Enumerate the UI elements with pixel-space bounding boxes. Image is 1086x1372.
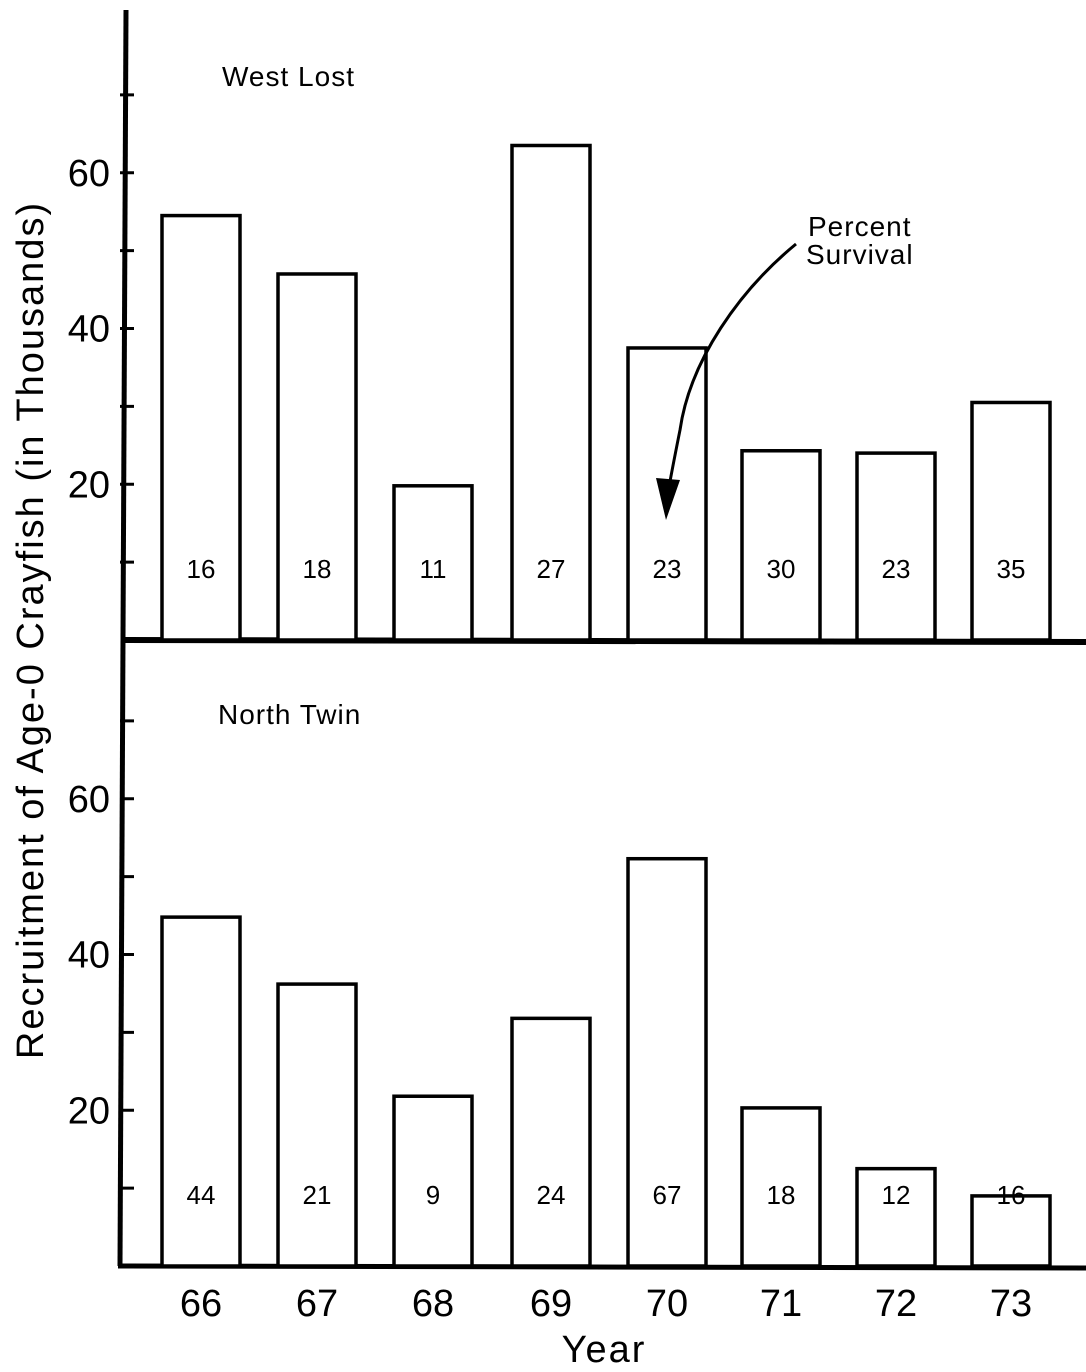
bars: [160, 143, 1052, 1268]
bar-66-panel-2: [160, 915, 242, 1268]
x-tick-label-67: 67: [296, 1283, 338, 1325]
bar-73-panel-2: [970, 1194, 1052, 1268]
bar-68-panel-2: [392, 1094, 474, 1268]
bar-label-71-panel-2: 18: [767, 1180, 796, 1210]
x-tick-label-69: 69: [530, 1283, 572, 1325]
bar-68-panel-1: [392, 484, 474, 642]
annotation-percent: Percent: [808, 211, 912, 242]
x-tick-label-72: 72: [875, 1283, 917, 1325]
x-tick-label-66: 66: [180, 1283, 222, 1325]
bar-69-panel-2: [510, 1016, 592, 1268]
bar-69-panel-1: [510, 143, 592, 642]
panel-title-north-twin: North Twin: [218, 699, 361, 730]
bar-label-70-panel-2: 67: [653, 1180, 682, 1210]
y-tick-label: 40: [68, 309, 110, 351]
bar-label-73-panel-1: 35: [997, 554, 1026, 584]
bar-label-68-panel-2: 9: [426, 1180, 440, 1210]
panel-title-west-lost: West Lost: [222, 61, 355, 92]
bar-71-panel-1: [740, 449, 822, 642]
bar-label-66-panel-1: 16: [187, 554, 216, 584]
bar-label-69-panel-2: 24: [537, 1180, 566, 1210]
x-tick-label-73: 73: [990, 1283, 1032, 1325]
x-tick-labels: 66 67 68 69 70 71 72 73: [180, 1283, 1032, 1325]
bar-label-66-panel-2: 44: [187, 1180, 216, 1210]
bar-label-71-panel-1: 30: [767, 554, 796, 584]
panel-divider-axis: [123, 637, 1086, 645]
x-axis-title: Year: [562, 1329, 647, 1371]
bar-72-panel-1: [855, 451, 937, 642]
bar-66-panel-1: [160, 213, 242, 642]
bar-72-panel-2: [855, 1166, 937, 1268]
bar-label-70-panel-1: 23: [653, 554, 682, 584]
bar-70-panel-2: [626, 856, 708, 1268]
bar-label-67-panel-2: 21: [303, 1180, 332, 1210]
bar-73-panel-1: [970, 400, 1052, 642]
x-tick-label-68: 68: [412, 1283, 454, 1325]
bar-labels: 16 18 11 27 23 30 23 35 44 21 9 24 67 18 12 16: [187, 554, 1026, 1210]
annotation-survival: Survival: [806, 239, 914, 270]
y-tick-label: 20: [68, 1090, 110, 1132]
y-tick-label: 60: [68, 779, 110, 821]
y-tick-label: 40: [68, 935, 110, 977]
y-ticks: 20 40 60 20 40 60: [68, 93, 134, 1190]
bar-label-72-panel-2: 12: [882, 1180, 911, 1210]
bar-67-panel-2: [276, 982, 358, 1268]
bar-label-68-panel-1: 11: [420, 554, 447, 584]
y-tick-label: 60: [68, 153, 110, 195]
bar-label-72-panel-1: 23: [882, 554, 911, 584]
y-axis-line: [117, 9, 129, 1267]
bar-label-69-panel-1: 27: [537, 554, 566, 584]
bar-71-panel-2: [740, 1106, 822, 1268]
bar-label-73-panel-2: 16: [997, 1180, 1026, 1210]
bar-67-panel-1: [276, 272, 358, 642]
x-tick-label-71: 71: [760, 1283, 802, 1325]
x-axis-line: [117, 1263, 1086, 1271]
annotation-arrowhead: [656, 478, 680, 520]
y-axis-title: Recruitment of Age-0 Crayfish (in Thousa…: [10, 201, 52, 1059]
x-tick-label-70: 70: [646, 1283, 688, 1325]
y-tick-label: 20: [68, 464, 110, 506]
annotation-arrow: [664, 242, 797, 506]
bar-label-67-panel-1: 18: [303, 554, 332, 584]
